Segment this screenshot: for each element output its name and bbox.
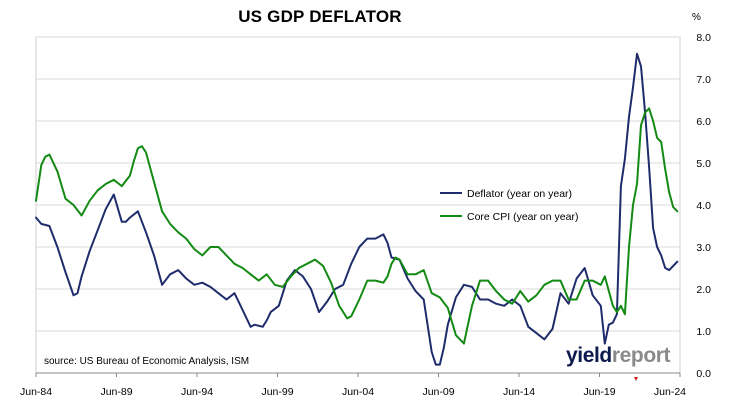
series-line-deflator	[35, 52, 679, 366]
source-note: source: US Bureau of Economic Analysis, …	[44, 356, 249, 367]
y-tick-label: 0.0	[696, 368, 711, 380]
legend-label: Deflator (year on year)	[467, 188, 572, 200]
y-tick-label: 5.0	[696, 158, 711, 170]
series-lines	[35, 52, 679, 366]
y-tick-label: 2.0	[696, 284, 711, 296]
y-axis-unit-label: %	[692, 12, 701, 23]
y-tick-label: 6.0	[696, 116, 711, 128]
legend-label: Core CPI (year on year)	[467, 211, 578, 223]
y-tick-label: 8.0	[696, 32, 711, 44]
y-tick-label: 4.0	[696, 200, 711, 212]
x-tick-label: Jun-94	[181, 386, 213, 398]
series-line-core-cpi	[35, 107, 679, 345]
x-tick-label: Jun-14	[503, 386, 535, 398]
legend: Deflator (year on year) Core CPI (year on…	[440, 188, 578, 223]
y-tick-label: 7.0	[696, 74, 711, 86]
grid-lines	[36, 36, 680, 332]
y-tick-label: 1.0	[696, 326, 711, 338]
x-tick-label: Jun-24	[654, 386, 686, 398]
x-tick-label: Jun-09	[422, 386, 454, 398]
chart-title: US GDP DEFLATOR	[238, 7, 402, 26]
y-tick-label: 3.0	[696, 242, 711, 254]
x-tick-label: Jun-89	[100, 386, 132, 398]
x-tick-label: Jun-84	[20, 386, 52, 398]
axes: 0.0 1.0 2.0 3.0 4.0 5.0 6.0 7.0 8.0 Jun-84 Jun-89 J…	[20, 32, 711, 398]
logo-part-yield: yield	[566, 344, 612, 367]
x-tick-label: Jun-04	[342, 386, 374, 398]
logo-part-report: report	[611, 344, 671, 367]
yieldreport-logo: yieldreport	[566, 344, 671, 368]
axis-marker	[634, 377, 638, 381]
x-tick-label: Jun-19	[583, 386, 615, 398]
x-tick-label: Jun-99	[261, 386, 293, 398]
